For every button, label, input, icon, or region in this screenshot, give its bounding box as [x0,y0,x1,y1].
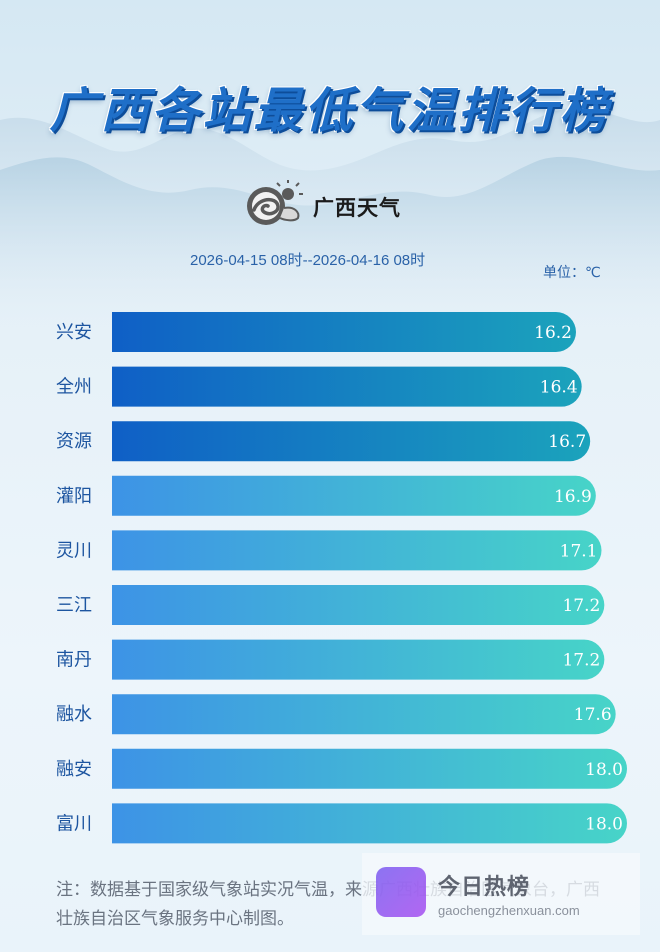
watermark-title: 今日热榜 [438,875,531,900]
ranking-bar-chart: 兴安 16.2 全州 16.4 资源 16.7 灌阳 16.9 灵川 17.1 三江 17.2 南丹 17… [56,312,627,844]
value-label: 18.0 [585,814,623,834]
value-label: 16.7 [548,432,586,452]
value-label: 17.2 [562,651,600,671]
bar-1 [112,312,576,352]
hot-list-logo-icon [376,867,426,917]
bar-10 [112,803,627,844]
weather-logo-icon [247,180,303,225]
brand-name: 广西天气 [313,196,401,220]
value-label: 16.9 [554,487,592,507]
value-label: 16.2 [534,323,572,343]
category-label: 资源 [56,431,92,452]
bar-5 [112,530,602,571]
category-label: 全州 [56,377,92,398]
mountain-background [0,108,660,330]
category-label: 融安 [56,759,92,780]
bar-7 [112,639,605,680]
page-title: 广西各站最低气温排行榜 [49,83,611,139]
category-label: 兴安 [56,322,92,343]
bar-2 [112,366,582,407]
time-period: 2026-04-15 08时--2026-04-16 08时 [190,252,426,269]
bar-8 [112,694,616,735]
category-label: 灵川 [56,540,92,561]
watermark-url: gaochengzhenxuan.com [438,903,580,918]
bar-4 [112,475,596,516]
category-label: 灌阳 [56,486,92,507]
value-label: 16.4 [540,378,578,398]
category-label: 融水 [56,704,92,725]
value-label: 17.2 [562,596,600,616]
category-label: 富川 [56,813,92,834]
value-label: 17.6 [574,705,612,725]
value-label: 18.0 [585,760,623,780]
unit-label: 单位：℃ [543,265,601,281]
category-label: 南丹 [56,650,92,671]
watermark: 今日热榜 gaochengzhenxuan.com [362,853,640,935]
bar-6 [112,585,605,625]
category-label: 三江 [56,595,92,616]
bar-3 [112,421,591,462]
bar-9 [112,748,627,789]
value-label: 17.1 [560,541,598,561]
